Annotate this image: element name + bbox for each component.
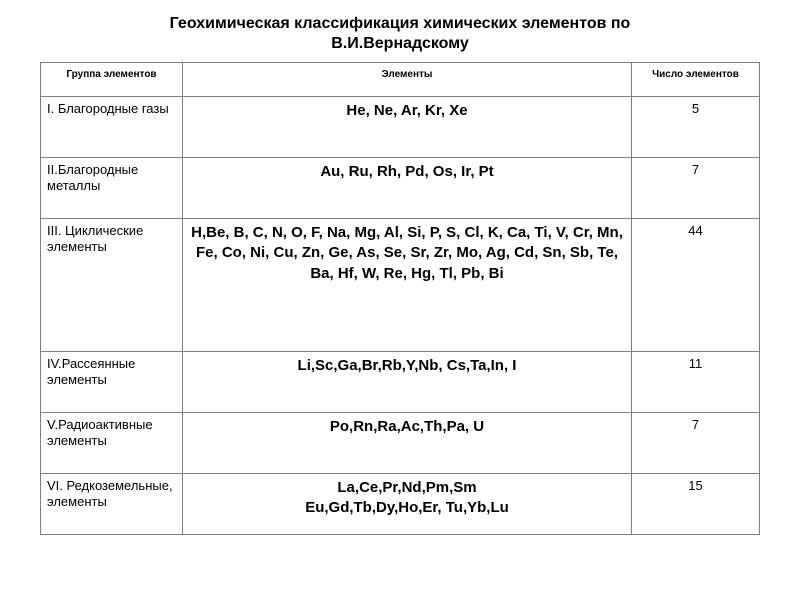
cell-count: 5 [632,97,760,158]
cell-count: 7 [632,158,760,219]
cell-count: 44 [632,219,760,352]
table-row: V.Радиоактивные элементы Po,Rn,Ra,Ac,Th,… [41,413,760,474]
cell-elements: He, Ne, Ar, Kr, Xe [183,97,632,158]
cell-group: V.Радиоактивные элементы [41,413,183,474]
cell-count: 7 [632,413,760,474]
page-title: Геохимическая классификация химических э… [40,14,760,54]
cell-elements: Au, Ru, Rh, Pd, Os, Ir, Pt [183,158,632,219]
page: Геохимическая классификация химических э… [0,0,800,555]
table-row: II.Благородные металлы Au, Ru, Rh, Pd, O… [41,158,760,219]
cell-elements: Li,Sc,Ga,Br,Rb,Y,Nb, Cs,Ta,In, I [183,352,632,413]
elements-line-1: La,Ce,Pr,Nd,Pm,Sm [337,479,476,496]
cell-group: II.Благородные металлы [41,158,183,219]
col-header-elements: Элементы [183,63,632,97]
col-header-count: Число элементов [632,63,760,97]
elements-line-2: Eu,Gd,Tb,Dy,Ho,Er, Tu,Yb,Lu [305,499,509,516]
title-line-2: В.И.Вернадскому [331,35,468,52]
cell-group: I. Благородные газы [41,97,183,158]
classification-table: Группа элементов Элементы Число элементо… [40,62,760,535]
cell-elements: Po,Rn,Ra,Ac,Th,Pa, U [183,413,632,474]
col-header-group: Группа элементов [41,63,183,97]
table-row: III. Циклические элементы H,Be, B, C, N,… [41,219,760,352]
cell-group: III. Циклические элементы [41,219,183,352]
cell-elements: La,Ce,Pr,Nd,Pm,Sm Eu,Gd,Tb,Dy,Ho,Er, Tu,… [183,474,632,535]
cell-elements: H,Be, B, C, N, O, F, Na, Mg, Al, Si, P, … [183,219,632,352]
cell-group: IV.Рассеянные элементы [41,352,183,413]
cell-count: 15 [632,474,760,535]
table-row: IV.Рассеянные элементы Li,Sc,Ga,Br,Rb,Y,… [41,352,760,413]
table-header-row: Группа элементов Элементы Число элементо… [41,63,760,97]
cell-count: 11 [632,352,760,413]
cell-group: VI. Редкоземельные, элементы [41,474,183,535]
title-line-1: Геохимическая классификация химических э… [170,15,631,32]
table-row: I. Благородные газы He, Ne, Ar, Kr, Xe 5 [41,97,760,158]
table-row: VI. Редкоземельные, элементы La,Ce,Pr,Nd… [41,474,760,535]
